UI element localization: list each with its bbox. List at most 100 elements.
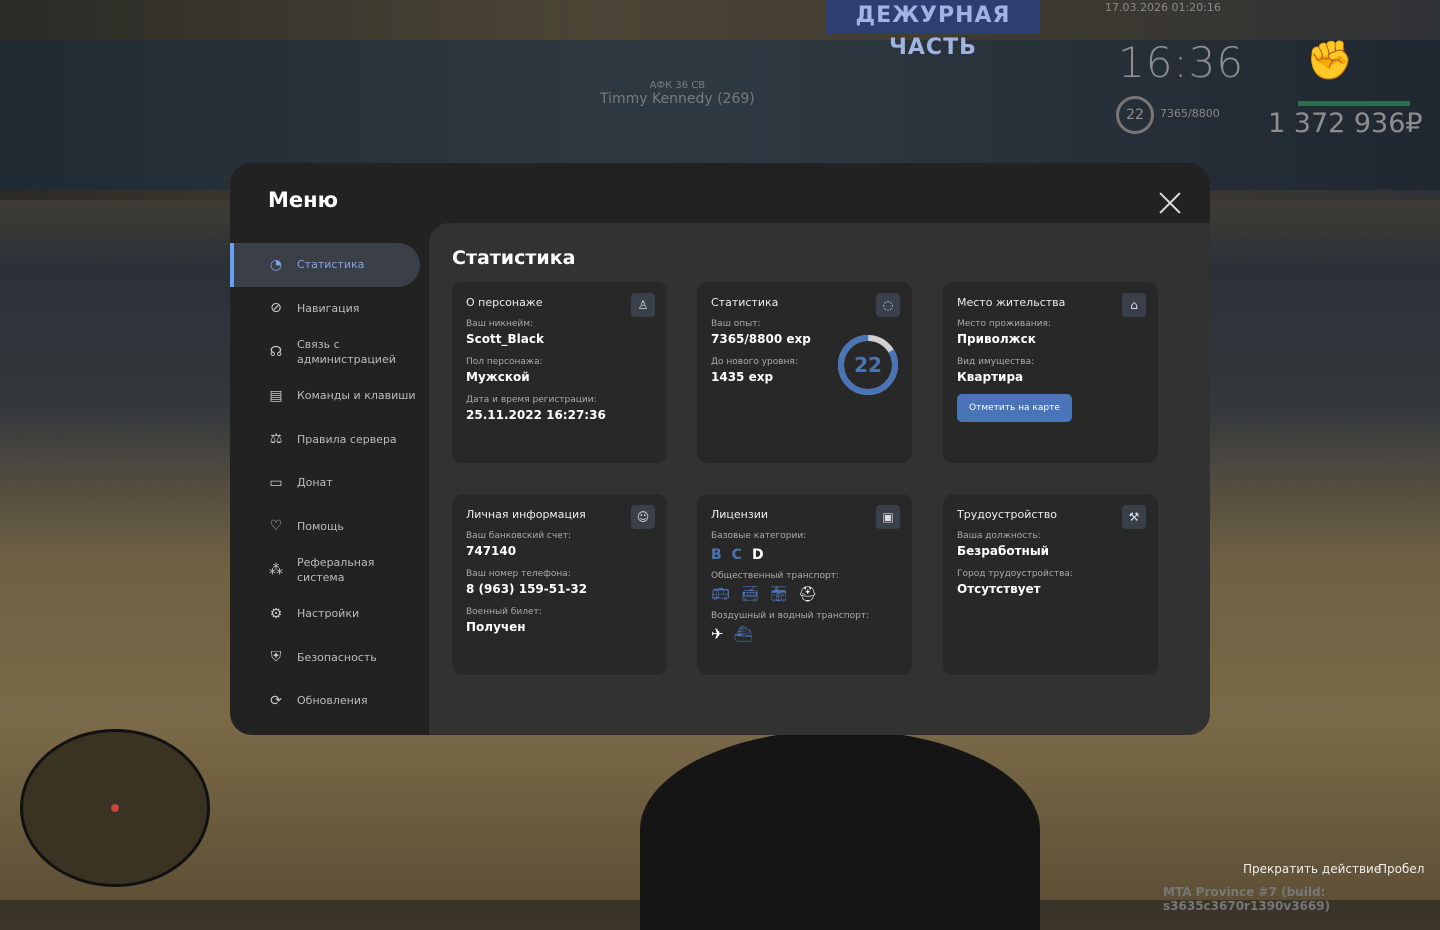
content-panel: Статистика О персонаже ♙ Ваш никнейм: Scot… [429, 223, 1210, 735]
card-title: Личная информация [466, 508, 586, 521]
category-c: C [731, 547, 742, 563]
nick-label: Ваш никнейм: [466, 319, 534, 329]
sex-value: Мужской [466, 370, 530, 384]
place-value: Приволжск [957, 332, 1036, 346]
headset-icon: ☊ [269, 343, 283, 360]
hud-exp: 7365/8800 [1160, 107, 1220, 120]
next-level-value: 1435 exp [711, 370, 774, 384]
job-city-value: Отсутствует [957, 582, 1041, 596]
heart-handshake-icon: ♡ [269, 518, 283, 535]
player-character [640, 730, 1040, 930]
pie-chart-icon: ◔ [269, 256, 283, 273]
reg-value: 25.11.2022 16:27:36 [466, 408, 606, 422]
sidebar-item-admin-contact[interactable]: ☊ Связь с администрацией [230, 330, 428, 374]
hud-money: 1 372 936₽ [1268, 108, 1423, 139]
sidebar-item-donate[interactable]: ▭ Донат [230, 461, 428, 505]
action-prompt: Прекратить действие [1243, 862, 1382, 876]
close-icon[interactable] [1158, 191, 1182, 215]
menu-title: Меню [268, 188, 339, 212]
public-transport-icons: 🚌︎ 🚎︎ 🚋︎ ⛑︎ [711, 584, 898, 603]
level-value: 22 [854, 353, 882, 377]
position-label: Ваша должность: [957, 531, 1041, 541]
compass-icon: ⊘ [270, 300, 282, 317]
category-d: D [751, 547, 764, 563]
sidebar-item-label: Донат [297, 476, 333, 490]
sidebar-item-statistics[interactable]: ◔ Статистика [230, 243, 420, 287]
map-marker-icon [109, 802, 121, 814]
sidebar-item-commands[interactable]: ▤ Команды и клавиши [230, 374, 428, 418]
hud-level: 22 [1116, 96, 1154, 134]
card-title: О персонаже [466, 296, 543, 309]
user-circle-icon: ☺ [631, 505, 655, 529]
wallet-icon: ▭ [269, 474, 283, 491]
sidebar-item-navigation[interactable]: ⊘ Навигация [230, 287, 428, 331]
exp-value: 7365/8800 exp [711, 332, 811, 346]
reg-label: Дата и время регистрации: [466, 395, 597, 405]
build-info: MTA Province #7 (build: s3635c3670r1390v… [1163, 885, 1331, 913]
card-title: Трудоустройство [957, 508, 1058, 521]
sidebar-item-rules[interactable]: ⚖ Правила сервера [230, 417, 428, 461]
speedometer-icon: ◌ [876, 293, 900, 317]
card-character: О персонаже ♙ Ваш никнейм: Scott_Black Пол… [452, 282, 667, 463]
fist-icon: ✊ [1306, 38, 1354, 82]
sidebar-item-help[interactable]: ♡ Помощь [230, 505, 428, 549]
card-title: Статистика [711, 296, 779, 309]
sidebar-item-label: Обновления [297, 694, 368, 708]
document-icon: ▤ [269, 387, 283, 404]
shield-icon: ⛨ [270, 649, 282, 666]
trolleybus-icon: 🚎︎ [740, 585, 760, 603]
card-title: Лицензии [711, 508, 769, 521]
id-card-icon: ▣ [876, 505, 900, 529]
sidebar-item-label: Команды и клавиши [297, 389, 416, 403]
card-job: Трудоустройство ⚒ Ваша должность: Безработ… [943, 494, 1158, 675]
bank-value: 747140 [466, 544, 517, 558]
air-water-transport-label: Воздушный и водный транспорт: [711, 611, 870, 621]
public-transport-label: Общественный транспорт: [711, 571, 839, 581]
military-value: Получен [466, 620, 526, 634]
sidebar-item-label: Реферальная система [297, 555, 375, 584]
next-level-label: До нового уровня: [711, 357, 798, 367]
sidebar-item-settings[interactable]: ⚙ Настройки [230, 592, 428, 636]
bus-icon: 🚌︎ [711, 585, 731, 603]
refresh-icon: ⟳ [270, 692, 282, 709]
position-value: Безработный [957, 544, 1050, 558]
category-b: B [711, 547, 722, 563]
sidebar-item-label: Безопасность [297, 650, 377, 664]
sidebar-item-label: Помощь [297, 519, 344, 533]
sidebar-item-updates[interactable]: ⟳ Обновления [230, 679, 428, 723]
base-categories-label: Базовые категории: [711, 531, 807, 541]
sidebar-item-label: Статистика [297, 258, 365, 272]
health-bar [1298, 101, 1410, 106]
sidebar-item-label: Навигация [297, 301, 360, 315]
minimap [20, 729, 210, 887]
card-stats: Статистика ◌ Ваш опыт: 7365/8800 exp До но… [697, 282, 912, 463]
sidebar: ◔ Статистика ⊘ Навигация ☊ Связь с админист… [230, 243, 428, 723]
menu-modal: Меню ◔ Статистика ⊘ Навигация ☊ Связь с адм… [230, 163, 1210, 735]
network-icon: ⁂ [269, 561, 283, 578]
gear-icon: ⚙ [269, 605, 283, 622]
phone-label: Ваш номер телефона: [466, 569, 571, 579]
afk-status: АФК 36 СВ [649, 80, 706, 91]
hud-datetime: 17.03.2026 01:20:16 [1105, 1, 1221, 14]
card-personal: Личная информация ☺ Ваш банковский счет: 7… [452, 494, 667, 675]
sidebar-item-referral[interactable]: ⁂ Реферальная система [230, 548, 428, 592]
card-title: Место жительства [957, 296, 1066, 309]
sidebar-item-label: Настройки [297, 607, 360, 621]
exp-label: Ваш опыт: [711, 319, 761, 329]
player-nametag: АФК 36 СВ Timmy Kennedy (269) [600, 80, 755, 107]
mark-on-map-button[interactable]: Отметить на карте [957, 394, 1072, 422]
phone-value: 8 (963) 159-51-32 [466, 582, 588, 596]
level-progress-ring [838, 335, 898, 395]
home-icon: ⌂ [1122, 293, 1146, 317]
hud-clock: 16:36 [1118, 38, 1245, 87]
bank-label: Ваш банковский счет: [466, 531, 572, 541]
nick-value: Scott_Black [466, 332, 544, 346]
property-type-label: Вид имущества: [957, 357, 1035, 367]
sidebar-item-security[interactable]: ⛨ Безопасность [230, 635, 428, 679]
plane-icon: ✈︎ [711, 625, 724, 643]
card-residence: Место жительства ⌂ Место проживания: Приво… [943, 282, 1158, 463]
place-label: Место проживания: [957, 319, 1051, 329]
military-label: Военный билет: [466, 607, 542, 617]
player-name: Timmy Kennedy (269) [600, 91, 755, 107]
